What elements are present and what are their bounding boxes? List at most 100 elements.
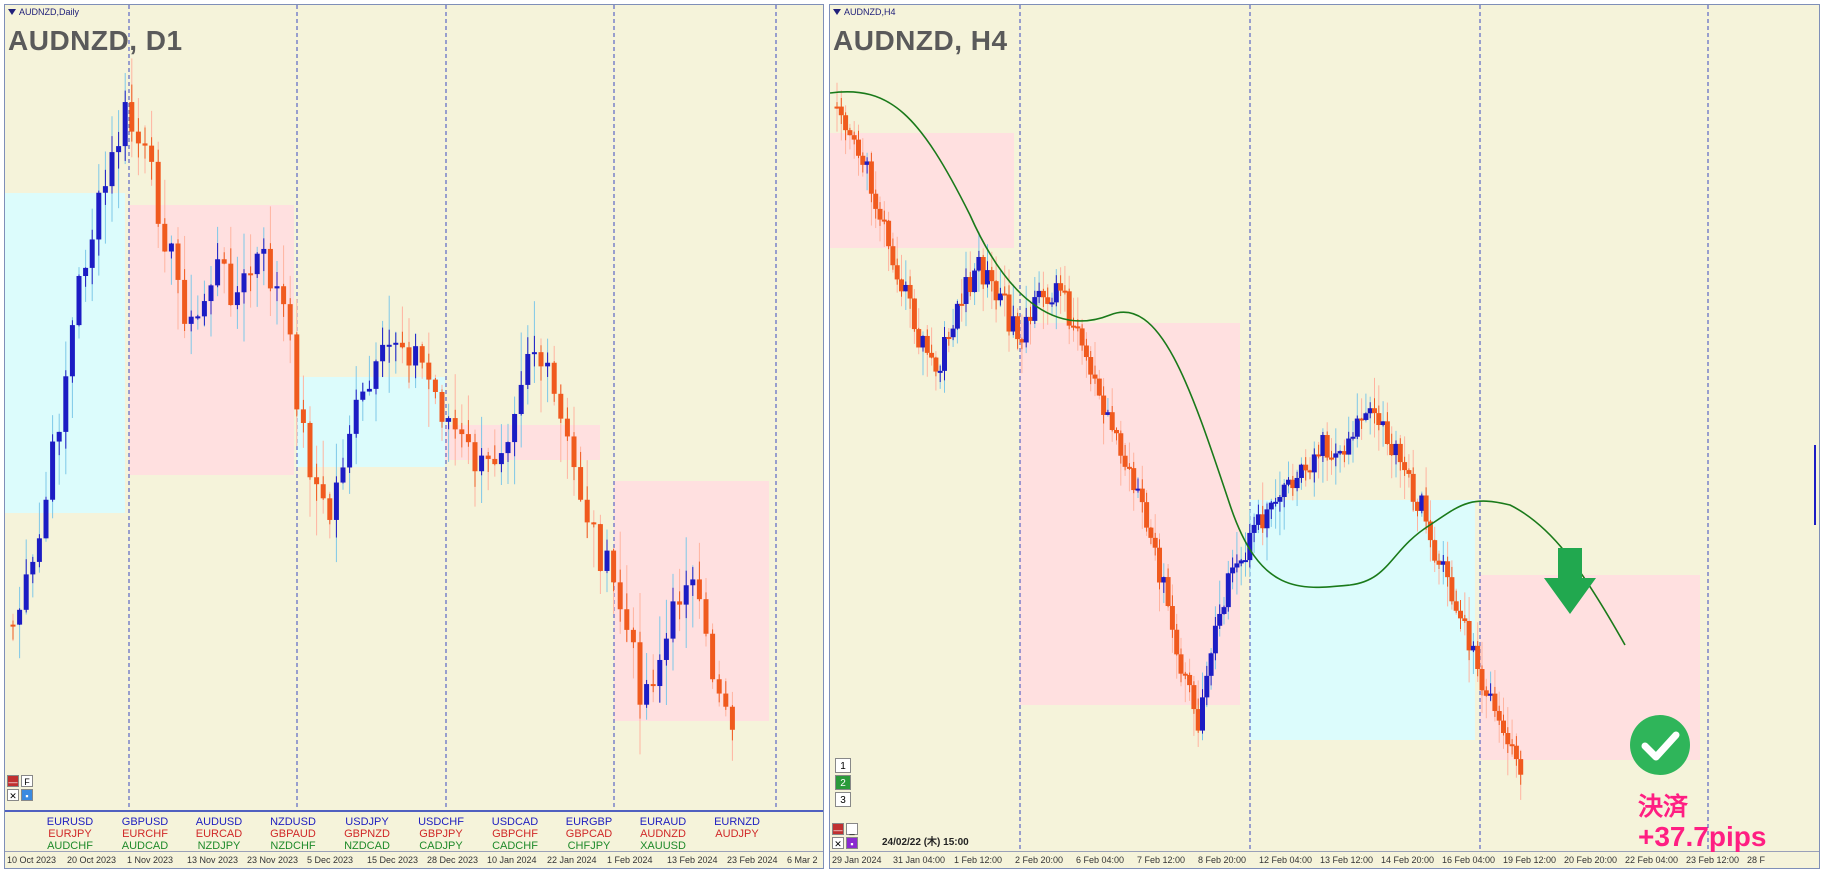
symbol-button[interactable]: EURNZD: [714, 816, 760, 828]
symbol-button[interactable]: GBPNZD: [344, 828, 390, 840]
symbol-button[interactable]: USDJPY: [345, 816, 389, 828]
candle-body: [1174, 629, 1180, 655]
symbol-button[interactable]: EURUSD: [46, 816, 94, 828]
candle-body: [851, 135, 857, 140]
candle-body: [360, 391, 366, 400]
symbol-button[interactable]: GBPJPY: [419, 828, 463, 840]
restore-icon[interactable]: _: [846, 823, 858, 835]
period-button-1[interactable]: 1: [835, 758, 851, 773]
symbol-button[interactable]: EURAUD: [639, 816, 687, 828]
candle-body: [1238, 560, 1244, 564]
candle-body: [1101, 395, 1107, 415]
result-pips: +37.7pips: [1638, 821, 1767, 852]
symbol-button[interactable]: AUDCHF: [47, 840, 93, 852]
candle-body: [274, 286, 280, 289]
symbol-button[interactable]: AUDJPY: [715, 828, 759, 840]
symbol-button[interactable]: CADCHF: [492, 840, 538, 852]
candle-body: [1432, 540, 1438, 561]
candle-body: [868, 161, 874, 194]
time-axis-label: 22 Feb 04:00: [1625, 855, 1679, 865]
candle-body: [1187, 674, 1193, 686]
symbol-button[interactable]: AUDCAD: [121, 840, 169, 852]
candle-body: [985, 270, 990, 285]
symbol-button[interactable]: GBPAUD: [270, 828, 316, 840]
symbol-button[interactable]: EURCHF: [122, 828, 168, 840]
candle-body: [1290, 479, 1296, 489]
candle-body: [1010, 316, 1016, 332]
candle-body: [1144, 502, 1150, 528]
candle-body: [591, 522, 597, 525]
candle-body: [1075, 326, 1081, 329]
period-button-3[interactable]: 3: [835, 792, 851, 807]
settings-icon[interactable]: ▪: [21, 789, 33, 801]
symbol-button[interactable]: GBPCHF: [492, 828, 538, 840]
candle-body: [366, 388, 372, 392]
candle-body: [63, 376, 69, 432]
candle-body: [723, 693, 729, 707]
chart-window-audnzd-d1[interactable]: AUDNZD,Daily AUDNZD, D1 — F ✕ ▪ EURUSD E…: [4, 4, 824, 869]
symbol-button[interactable]: GBPUSD: [121, 816, 169, 828]
symbol-button[interactable]: EURGBP: [565, 816, 613, 828]
candle-body: [946, 337, 952, 340]
candlestick-plot[interactable]: [5, 5, 824, 869]
candle-body: [1470, 645, 1476, 651]
candle-body: [1114, 429, 1119, 434]
candle-body: [1466, 620, 1472, 651]
candle-body: [1260, 514, 1266, 529]
candle-body: [228, 263, 234, 306]
period-button-2[interactable]: 2: [835, 775, 851, 790]
symbol-switch-bar: EURUSD EURJPY AUDCHF GBPUSD EURCHF AUDCA…: [5, 810, 823, 852]
symbol-button[interactable]: AUDUSD: [195, 816, 243, 828]
symbol-button[interactable]: AUDNZD: [640, 828, 686, 840]
time-axis-label: 20 Feb 20:00: [1564, 855, 1618, 865]
minimize-icon[interactable]: —: [832, 823, 844, 835]
candle-body: [1518, 759, 1524, 775]
dropdown-triangle-icon[interactable]: [8, 9, 16, 15]
candle-body: [459, 429, 465, 435]
candle-body: [959, 303, 965, 306]
candle-body: [860, 155, 866, 165]
caption-text: AUDNZD,Daily: [19, 7, 80, 17]
symbol-button[interactable]: NZDCHF: [270, 840, 316, 852]
settings-icon[interactable]: ▪: [846, 837, 858, 849]
symbol-button[interactable]: EURJPY: [48, 828, 92, 840]
candle-body: [1230, 567, 1236, 574]
symbol-button[interactable]: GBPCAD: [565, 828, 613, 840]
candle-body: [545, 362, 551, 367]
candle-body: [1341, 451, 1347, 455]
candle-body: [630, 629, 636, 643]
symbol-button[interactable]: CADJPY: [419, 840, 463, 852]
symbol-button[interactable]: CHFJPY: [567, 840, 611, 852]
candle-body: [1118, 433, 1124, 456]
caption-text: AUDNZD,H4: [844, 7, 896, 17]
close-icon[interactable]: ✕: [832, 837, 844, 849]
chart-title: AUDNZD, H4: [833, 25, 1008, 56]
flag-button[interactable]: F: [21, 775, 33, 787]
candle-body: [116, 146, 122, 153]
symbol-button[interactable]: NZDUSD: [270, 816, 316, 828]
symbol-button[interactable]: NZDJPY: [197, 840, 241, 852]
symbol-button[interactable]: EURCAD: [195, 828, 243, 840]
symbol-button[interactable]: USDCAD: [491, 816, 539, 828]
candle-body: [1440, 561, 1446, 565]
candle-body: [333, 482, 339, 520]
dropdown-triangle-icon[interactable]: [833, 9, 841, 15]
candle-body: [1277, 497, 1283, 502]
close-icon[interactable]: ✕: [7, 789, 19, 801]
time-axis-label: 16 Feb 04:00: [1442, 855, 1496, 865]
candle-body: [976, 256, 982, 271]
candle-body: [320, 484, 326, 499]
candle-body: [83, 267, 89, 277]
symbol-button[interactable]: NZDCAD: [344, 840, 390, 852]
candle-body: [1122, 455, 1128, 467]
symbol-button[interactable]: XAUUSD: [640, 840, 686, 852]
time-axis-label: 23 Feb 2024: [727, 855, 778, 865]
close-icon[interactable]: —: [7, 775, 19, 787]
candle-body: [1406, 470, 1412, 474]
time-axis-label: 1 Nov 2023: [127, 855, 174, 865]
candle-body: [155, 161, 161, 224]
candle-body: [1359, 418, 1365, 421]
candlestick-plot[interactable]: [830, 5, 1820, 869]
candle-body: [69, 325, 75, 377]
symbol-button[interactable]: USDCHF: [418, 816, 464, 828]
